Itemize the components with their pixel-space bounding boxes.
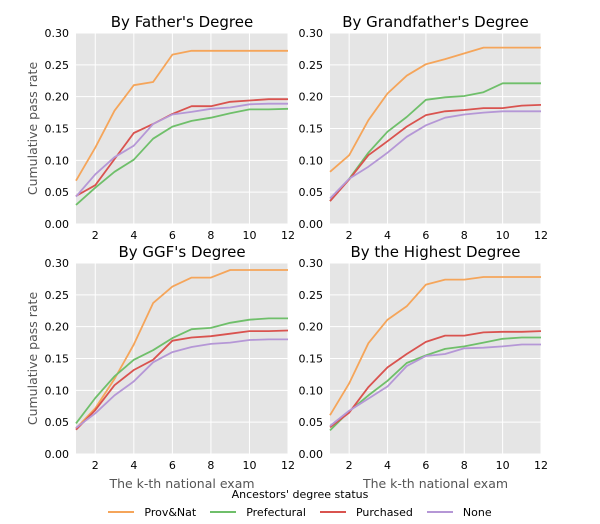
panel-4-x-tick-label: 10 — [496, 459, 510, 472]
legend-swatch-none — [426, 511, 453, 513]
panel-1-series-prov-nat — [75, 49, 288, 182]
panel-3-y-tick-label: 0.25 — [45, 289, 70, 302]
panel-2-series-purchased — [329, 104, 542, 202]
panel-3-y-tick-label: 0.05 — [45, 416, 70, 429]
panel-2-x-tick-label: 6 — [422, 229, 429, 242]
panel-1-y-tick-label: 0.20 — [45, 91, 70, 104]
panel-1-x-tick-label: 4 — [130, 229, 137, 242]
panel-2-y-tick-label: 0.05 — [299, 186, 324, 199]
panel-3-x-tick-label: 4 — [130, 459, 137, 472]
legend-item-none: None — [426, 504, 492, 520]
panel-4-y-tick-label: 0.20 — [299, 321, 324, 334]
panel-2-x-tick-label: 10 — [496, 229, 510, 242]
panel-4-title: By the Highest Degree — [350, 243, 520, 261]
legend-label-purchased: Purchased — [355, 505, 413, 519]
panel-4-y-tick-label: 0.25 — [299, 289, 324, 302]
legend-label-provnat: Prov&Nat — [144, 505, 197, 519]
panel-1-x-tick-label: 6 — [169, 229, 176, 242]
panel-1-series-none — [75, 102, 288, 198]
panel-1-y-tick-label: 0.25 — [45, 59, 70, 72]
panel-2-y-tick-label: 0.20 — [299, 91, 324, 104]
panel-2-x-tick-label: 8 — [461, 229, 468, 242]
legend-label-prefectural: Prefectural — [246, 505, 306, 519]
panel-2-y-tick-label: 0.10 — [299, 154, 324, 167]
panel-1-title: By Father's Degree — [111, 13, 253, 31]
panel-2-title: By Grandfather's Degree — [342, 13, 529, 31]
panel-1-y-tick-label: 0.30 — [45, 27, 70, 40]
legend-swatch-provnat — [108, 511, 135, 513]
legend-item-purchased: Purchased — [319, 504, 413, 520]
panel-2-y-tick-label: 0.00 — [299, 218, 324, 231]
panel-4-y-tick-label: 0.30 — [299, 257, 324, 270]
panel-2-series-prov-nat — [329, 46, 541, 173]
panel-3-y-tick-label: 0.30 — [45, 257, 70, 270]
panel-2-x-tick-label: 12 — [534, 229, 548, 242]
panel-4-series-prov-nat — [329, 276, 541, 416]
panel-4-series-none — [329, 343, 541, 427]
legend-item-provnat: Prov&Nat — [108, 504, 196, 520]
panel-4-y-tick-label: 0.15 — [299, 353, 324, 366]
panel-1-y-tick-label: 0.10 — [45, 154, 70, 167]
panel-4-x-axis-label: The k-th national exam — [362, 476, 508, 491]
panel-1-x-tick-label: 12 — [281, 229, 295, 242]
panel-1-x-tick-label: 8 — [207, 229, 214, 242]
panel-4-x-tick-label: 8 — [461, 459, 468, 472]
panel-3-series-purchased — [75, 329, 289, 431]
legend-items: Prov&Nat Prefectural Purchased None — [0, 504, 600, 520]
panel-3-x-tick-label: 12 — [281, 459, 295, 472]
panel-3-x-tick-label: 10 — [242, 459, 256, 472]
legend-swatch-purchased — [319, 511, 346, 513]
panel-1-x-tick-label: 2 — [92, 229, 99, 242]
panel-1-y-axis-label: Cumulative pass rate — [25, 62, 40, 196]
panel-4-x-tick-label: 6 — [422, 459, 429, 472]
panel-3-series-prefectural — [75, 317, 288, 424]
panel-3-series-prov-nat — [75, 269, 288, 430]
panel-3-x-tick-label: 6 — [169, 459, 176, 472]
panel-3-y-tick-label: 0.00 — [45, 448, 70, 461]
panel-3-y-tick-label: 0.20 — [45, 321, 70, 334]
legend-label-none: None — [462, 505, 492, 519]
panel-3-x-tick-label: 2 — [92, 459, 99, 472]
legend-item-prefectural: Prefectural — [210, 504, 306, 520]
panel-4-x-tick-label: 12 — [534, 459, 548, 472]
panel-2-x-tick-label: 2 — [346, 229, 353, 242]
panel-3-x-axis-label: The k-th national exam — [108, 476, 254, 491]
panel-4-x-tick-label: 4 — [384, 459, 391, 472]
panel-1-y-tick-label: 0.15 — [45, 123, 70, 136]
panel-4-series-purchased — [329, 330, 542, 429]
panel-3-y-tick-label: 0.10 — [45, 384, 70, 397]
panel-2-x-tick-label: 4 — [384, 229, 391, 242]
panel-3-title: By GGF's Degree — [118, 243, 245, 261]
panel-4-y-tick-label: 0.10 — [299, 384, 324, 397]
panel-1-x-tick-label: 10 — [242, 229, 256, 242]
panel-2-y-tick-label: 0.15 — [299, 123, 324, 136]
panel-2-y-tick-label: 0.30 — [299, 27, 324, 40]
legend-title: Ancestors' degree status — [231, 488, 369, 501]
panel-3-y-axis-label: Cumulative pass rate — [25, 292, 40, 426]
panel-1-y-tick-label: 0.05 — [45, 186, 70, 199]
panel-4-y-tick-label: 0.00 — [299, 448, 324, 461]
panel-3-y-tick-label: 0.15 — [45, 353, 70, 366]
panel-3-series-none — [75, 338, 288, 429]
panel-1-series-prefectural — [75, 107, 289, 206]
panel-1-y-tick-label: 0.00 — [45, 218, 70, 231]
panel-2-series-prefectural — [329, 82, 541, 202]
panel-4-series-prefectural — [329, 336, 541, 432]
panel-2-y-tick-label: 0.25 — [299, 59, 324, 72]
panel-2-series-none — [329, 110, 541, 200]
panel-3-x-tick-label: 8 — [207, 459, 214, 472]
panel-1-series-purchased — [75, 98, 288, 197]
legend-swatch-prefectural — [210, 511, 237, 513]
panel-4-y-tick-label: 0.05 — [299, 416, 324, 429]
panel-4-x-tick-label: 2 — [346, 459, 353, 472]
